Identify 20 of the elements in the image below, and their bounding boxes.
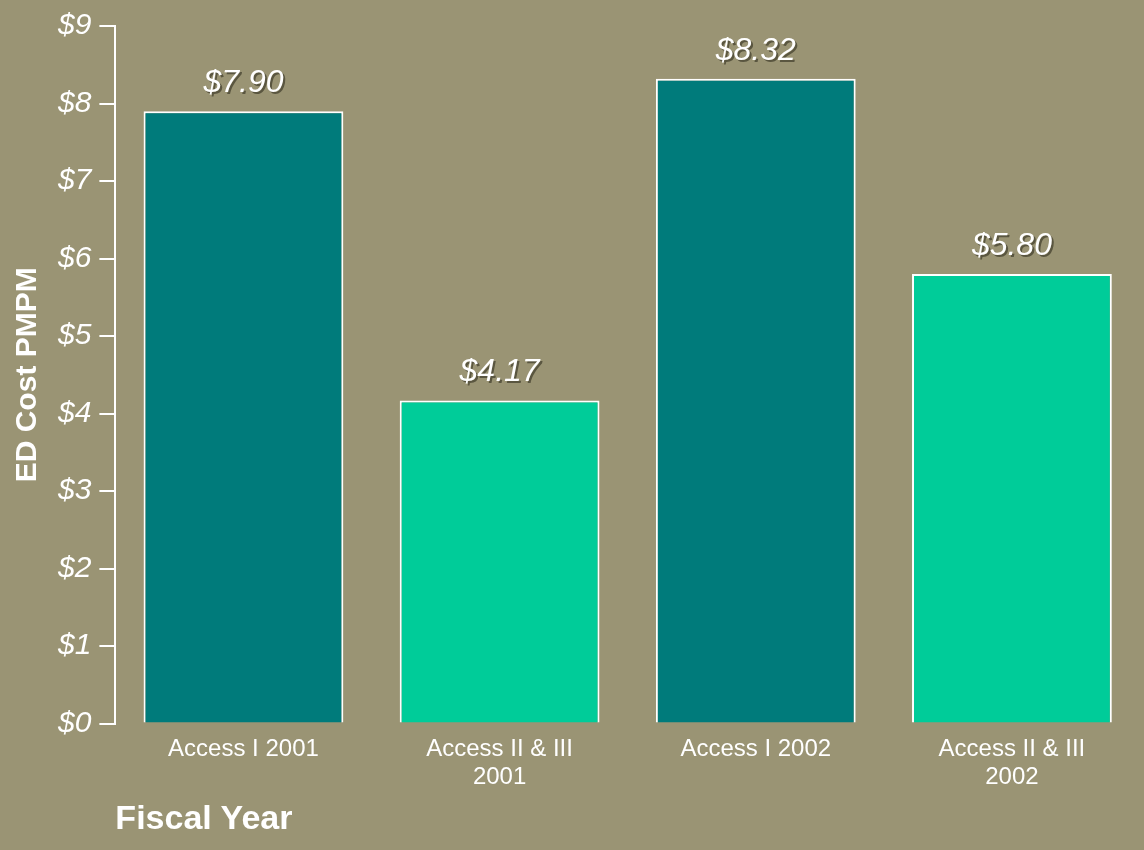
x-tick-label: Access II & III 2001	[426, 733, 573, 790]
y-tick-label: $5	[56, 317, 92, 351]
y-tick-label: $6	[56, 239, 92, 273]
y-tick-label: $7	[56, 162, 93, 196]
data-label: $8.32	[716, 32, 799, 69]
data-label: $4.17	[460, 354, 543, 391]
y-tick-label: $8	[56, 84, 92, 118]
y-tick-label: $2	[56, 549, 92, 583]
y-tick-label: $1	[56, 627, 92, 661]
y-tick-label: $9	[56, 7, 92, 41]
x-tick-label: Access II & III 2002	[938, 733, 1086, 790]
y-tick-label: $4	[56, 394, 92, 428]
y-axis-title: ED Cost PMPM	[9, 267, 43, 483]
y-tick-label: $0	[56, 704, 92, 738]
x-axis-title: Fiscal Year	[115, 797, 293, 836]
data-label: $5.80	[972, 227, 1055, 264]
data-label: $7.90	[204, 65, 286, 102]
y-tick-label: $3	[56, 472, 92, 506]
x-tick-label: Access I 2002	[680, 733, 832, 761]
x-tick-label: Access I 2001	[168, 733, 319, 761]
